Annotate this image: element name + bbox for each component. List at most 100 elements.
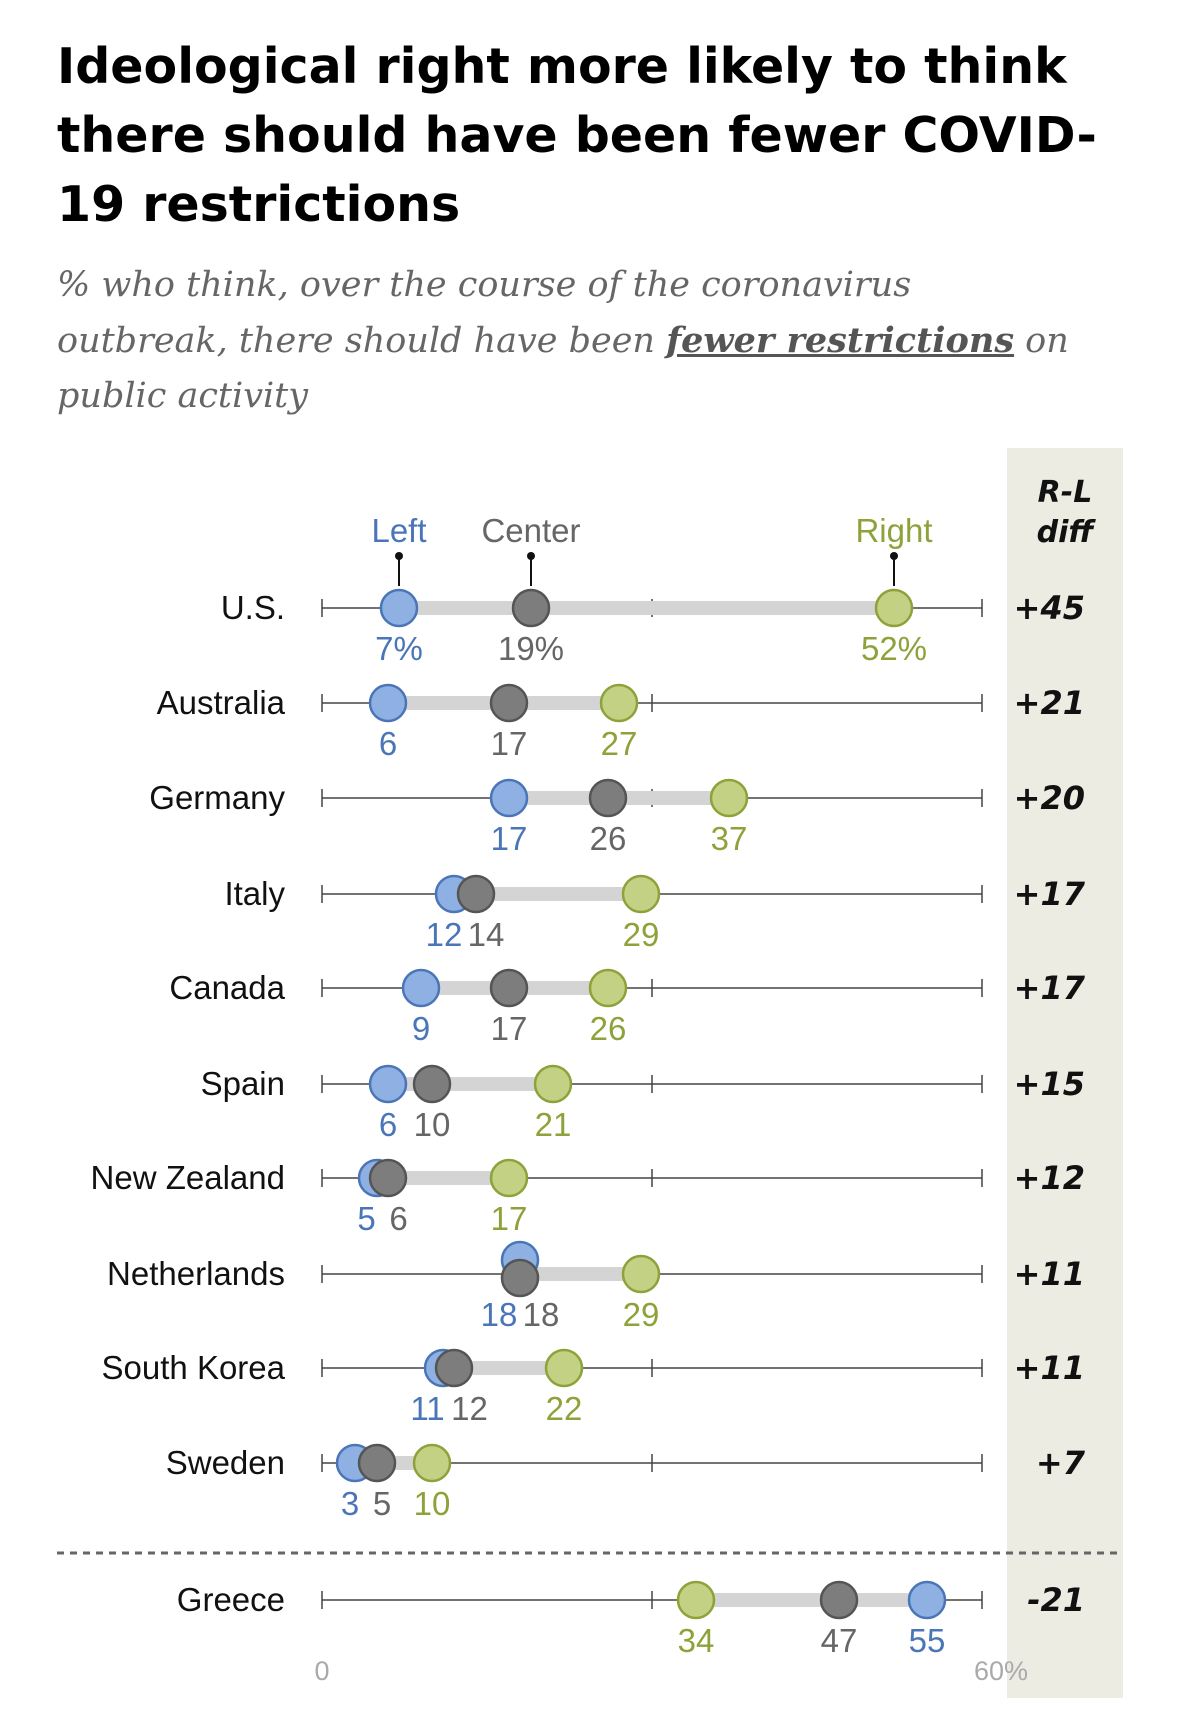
dot-sweden-right [412,1443,452,1483]
value-label-australia-left: 6 [379,725,397,762]
x-tick-label-max: 60% [974,1656,1028,1686]
chart-title: Ideological right more likely to think t… [57,38,1097,233]
dot-canada-left [401,968,441,1008]
value-label-sweden-center: 5 [373,1485,391,1522]
value-label-spain-right: 21 [535,1106,572,1143]
value-label-australia-right: 27 [601,725,638,762]
legend-leader-dot-left [395,552,403,560]
value-label-italy-center: 14 [468,916,505,953]
country-label-greece: Greece [177,1581,285,1618]
value-label-italy-left: 12 [426,916,463,953]
dot-south-korea-right [544,1348,584,1388]
diff-value-canada: +17 [1014,969,1086,1007]
dot-spain-right [533,1064,573,1104]
diff-value-spain: +15 [1014,1065,1085,1103]
value-label-new-zealand-center: 6 [389,1200,407,1237]
dot-south-korea-center [434,1348,474,1388]
value-label-u-s--center: 19% [498,630,564,667]
value-label-germany-center: 26 [590,820,627,857]
value-label-netherlands-left: 18 [481,1296,518,1333]
legend-leader-dot-center [527,552,535,560]
diff-header-line2: diff [1037,515,1097,550]
country-label-spain: Spain [201,1065,285,1102]
country-label-italy: Italy [224,875,285,912]
country-label-sweden: Sweden [166,1444,285,1481]
value-label-new-zealand-right: 17 [491,1200,528,1237]
value-label-germany-left: 17 [491,820,528,857]
dot-germany-center [588,778,628,818]
value-label-netherlands-center: 18 [523,1296,560,1333]
diff-header-line1: R-L [1038,475,1093,510]
country-label-germany: Germany [149,779,285,816]
legend-right: Right [855,512,932,549]
value-label-sweden-right: 10 [414,1485,451,1522]
legend-left: Left [371,512,426,549]
dot-netherlands-right [621,1254,661,1294]
diff-value-new-zealand: +12 [1014,1159,1085,1197]
dot-u-s--right [874,588,914,628]
dot-new-zealand-right [489,1158,529,1198]
x-tick-label-min: 0 [314,1656,329,1686]
dot-greece-right [676,1580,716,1620]
country-label-u-s-: U.S. [221,589,285,626]
value-label-canada-right: 26 [590,1010,627,1047]
diff-value-greece: -21 [1027,1581,1085,1619]
dot-australia-right [599,683,639,723]
dot-australia-left [368,683,408,723]
legend-center: Center [481,512,580,549]
value-label-south-korea-left: 11 [410,1390,444,1427]
value-label-sweden-left: 3 [341,1485,359,1522]
value-label-canada-left: 9 [412,1010,430,1047]
subtitle-text-end: on public activity [57,321,1069,416]
dot-canada-right [588,968,628,1008]
dot-italy-right [621,874,661,914]
country-label-netherlands: Netherlands [107,1255,285,1292]
legend-leader-dot-right [890,552,898,560]
value-label-greece-right: 34 [678,1622,715,1659]
subtitle-emphasis: fewer restrictions [666,320,1015,361]
dot-sweden-center [357,1443,397,1483]
diff-value-australia: +21 [1014,684,1085,722]
value-label-greece-left: 55 [909,1622,946,1659]
diff-value-u-s-: +45 [1014,589,1085,627]
value-label-u-s--right: 52% [861,630,927,667]
dot-australia-center [489,683,529,723]
value-label-netherlands-right: 29 [623,1296,660,1333]
dot-u-s--center [511,588,551,628]
country-label-canada: Canada [169,969,285,1006]
diff-value-italy: +17 [1014,875,1086,913]
dot-germany-right [709,778,749,818]
value-label-south-korea-center: 12 [451,1390,488,1427]
dot-greece-left [907,1580,947,1620]
dot-u-s--left [379,588,419,628]
value-label-italy-right: 29 [623,916,660,953]
diff-value-germany: +20 [1014,779,1085,817]
value-label-greece-center: 47 [821,1622,858,1659]
dot-new-zealand-center [368,1158,408,1198]
value-label-south-korea-right: 22 [546,1390,583,1427]
dot-germany-left [489,778,529,818]
chart-subtitle: % who think, over the course of the coro… [57,258,1077,424]
value-label-spain-left: 6 [379,1106,397,1143]
diff-value-sweden: +7 [1036,1444,1086,1482]
diff-value-south-korea: +11 [1014,1349,1085,1387]
value-label-u-s--left: 7% [375,630,423,667]
value-label-new-zealand-left: 5 [357,1200,375,1237]
dot-greece-center [819,1580,859,1620]
dot-netherlands-center [500,1258,540,1298]
subtitle-text-start: % who think, over the course of the coro… [57,265,912,361]
value-label-australia-center: 17 [491,725,528,762]
dot-canada-center [489,968,529,1008]
value-label-spain-center: 10 [414,1106,451,1143]
country-label-australia: Australia [157,684,286,721]
country-label-south-korea: South Korea [102,1349,286,1386]
dot-italy-center [456,874,496,914]
value-label-germany-right: 37 [711,820,748,857]
country-label-new-zealand: New Zealand [91,1159,285,1196]
dot-spain-left [368,1064,408,1104]
diff-value-netherlands: +11 [1014,1255,1085,1293]
dot-spain-center [412,1064,452,1104]
diff-panel [1007,448,1123,1698]
value-label-canada-center: 17 [491,1010,528,1047]
